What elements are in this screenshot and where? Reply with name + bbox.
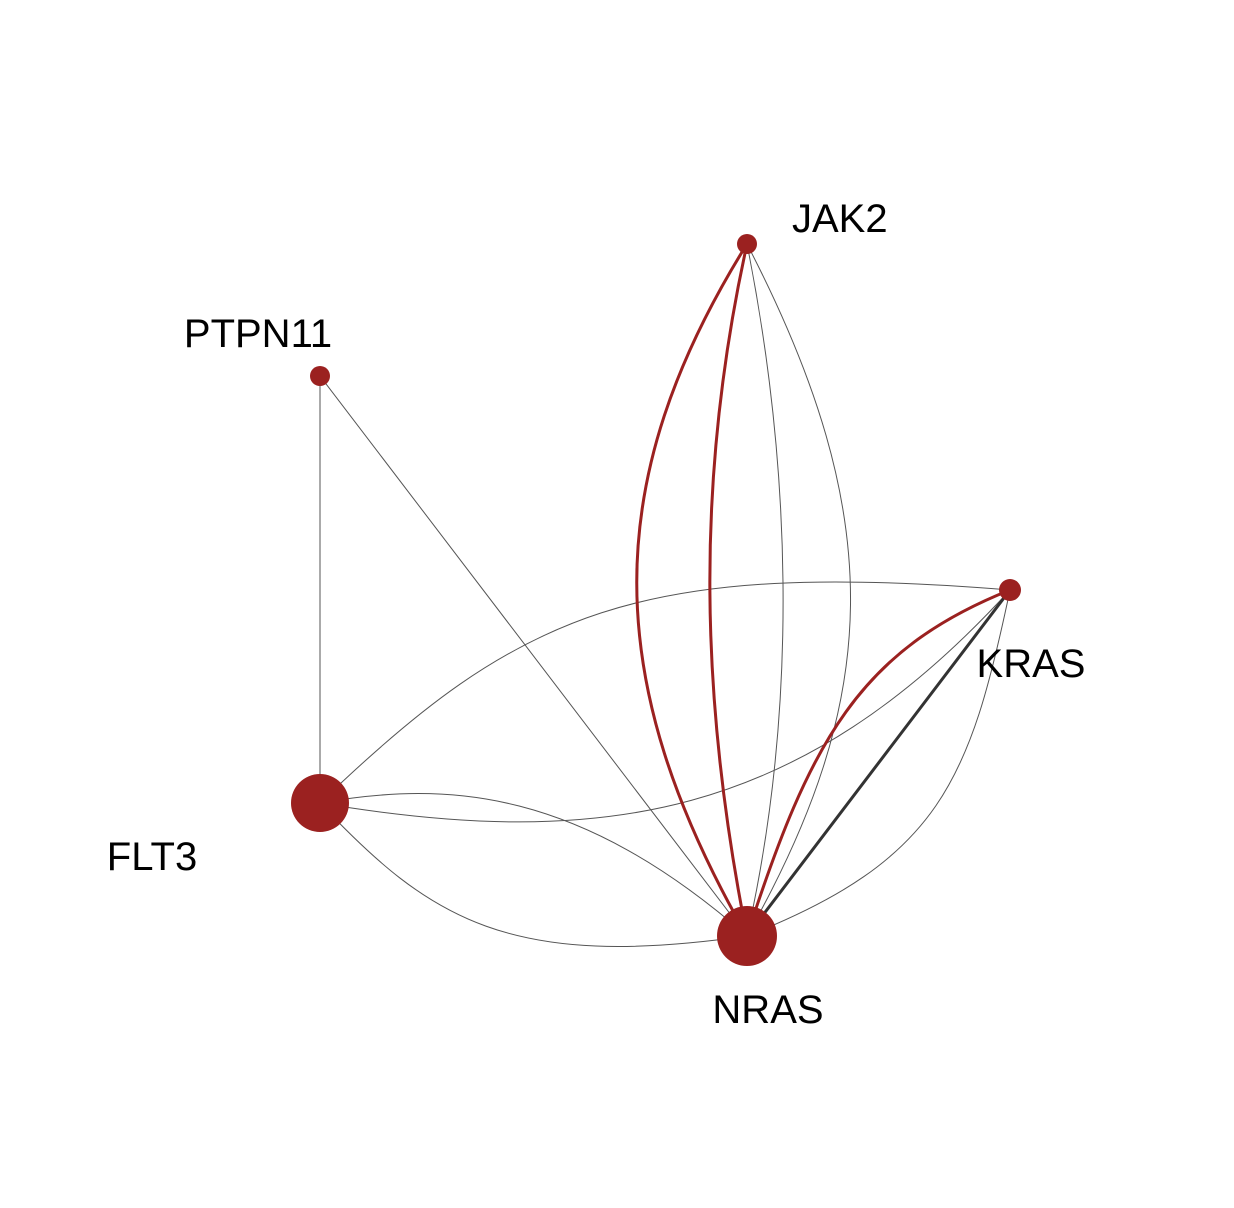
node-label-flt3: FLT3	[107, 835, 197, 879]
node-ptpn11	[310, 366, 330, 386]
edges-layer	[319, 242, 1012, 947]
node-label-nras: NRAS	[712, 988, 823, 1032]
edge-flt3-kras	[319, 581, 1011, 804]
edge-flt3-nras	[319, 802, 748, 947]
edge-kras-nras	[745, 588, 1012, 938]
edge-jak2-nras	[635, 242, 749, 938]
labels-layer: JAK2 PTPN11 KRAS FLT3 NRAS	[107, 197, 1086, 1032]
node-flt3	[291, 774, 349, 832]
edge-jak2-nras	[746, 243, 784, 937]
nodes-layer	[291, 234, 1021, 966]
node-nras	[717, 906, 777, 966]
node-label-kras: KRAS	[977, 642, 1086, 686]
node-label-jak2: JAK2	[792, 197, 888, 241]
node-kras	[999, 579, 1021, 601]
node-label-ptpn11: PTPN11	[184, 312, 332, 356]
edge-flt3-nras	[319, 793, 748, 937]
edge-jak2-nras	[746, 243, 851, 937]
edge-kras-nras	[745, 588, 1012, 938]
edge-jak2-nras	[708, 242, 749, 938]
node-jak2	[737, 234, 757, 254]
edge-kras-nras	[746, 589, 1011, 937]
edge-ptpn11-nras	[319, 375, 748, 937]
edge-flt3-kras	[319, 589, 1011, 823]
